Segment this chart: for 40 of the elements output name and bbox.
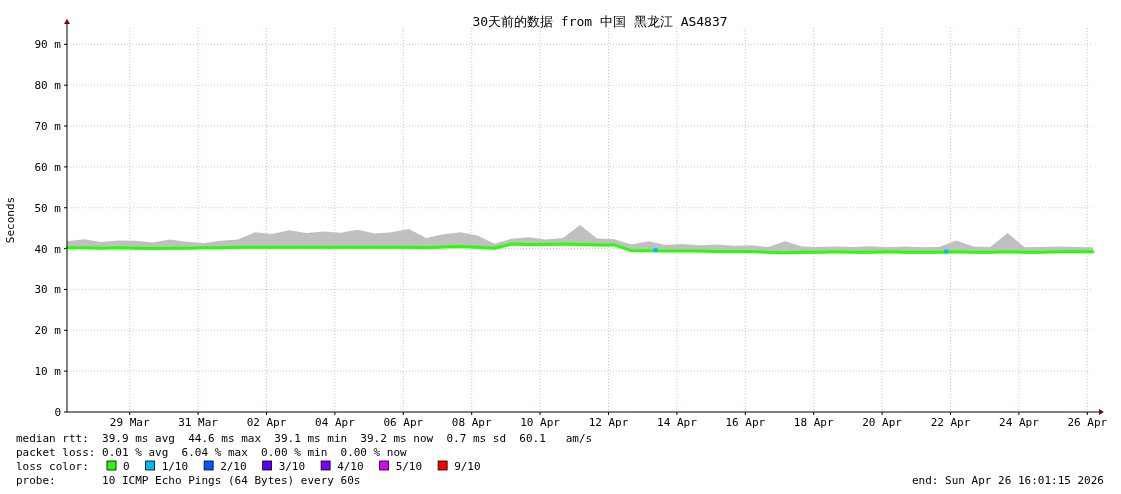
- text: packet loss: 0.01 % avg 6.04 % max 0.00 % min 0.00 % now: [16, 446, 408, 459]
- legend-label: 3/10: [278, 460, 306, 473]
- x-tick-label: 08 Apr: [451, 416, 492, 429]
- x-tick-label: 18 Apr: [793, 416, 834, 429]
- x-tick-label: 24 Apr: [999, 416, 1040, 429]
- y-tick-label: 60 m: [34, 160, 62, 174]
- y-tick-label: 0: [54, 406, 61, 419]
- legend-label: 4/10: [337, 460, 364, 473]
- x-tick-label: 06 Apr: [383, 416, 424, 429]
- x-tick-label: 04 Apr: [315, 416, 356, 429]
- y-tick-label: 70 m: [34, 120, 62, 134]
- y-axis-title: Seconds: [4, 196, 17, 244]
- y-tick-label: 50 m: [34, 201, 62, 215]
- text: probe: 10 ICMP Echo Pings (64 Bytes) every 60s: [16, 474, 361, 487]
- x-tick-label: 31 Mar: [178, 416, 219, 429]
- y-tick-label: 90 m: [34, 38, 62, 52]
- y-tick-label: 20 m: [34, 324, 62, 338]
- x-tick-label: 12 Apr: [588, 416, 629, 429]
- x-tick-label: 29 Mar: [109, 416, 150, 429]
- y-tick-label: 40 m: [34, 242, 62, 256]
- x-tick-label: 26 Apr: [1067, 416, 1108, 429]
- legend-label: 0: [123, 460, 130, 473]
- chart-title: 30天前的数据 from 中国 黑龙江 AS4837: [472, 14, 728, 29]
- x-tick-label: 22 Apr: [930, 416, 971, 429]
- legend-label: 5/10: [395, 460, 423, 473]
- legend-label: 1/10: [161, 460, 189, 473]
- x-tick-label: 20 Apr: [862, 416, 903, 429]
- legend-title: loss color:: [16, 460, 89, 473]
- x-tick-label: 02 Apr: [246, 416, 287, 429]
- y-tick-label: 10 m: [34, 365, 62, 379]
- y-tick-label: 80 m: [34, 79, 62, 93]
- y-tick-label: 30 m: [34, 283, 62, 297]
- x-tick-label: 16 Apr: [725, 416, 766, 429]
- legend-label: 9/10: [454, 460, 481, 473]
- line-series: [65, 242, 1095, 255]
- text: median rtt: 39.9 ms avg 44.6 ms max 39.1 ms min 39.2 ms now 0.7 ms sd 60.1 am/s: [16, 432, 593, 445]
- x-tick-label: 10 Apr: [520, 416, 561, 429]
- text: end: Sun Apr 26 16:01:15 2026: [911, 474, 1104, 487]
- legend-label: 2/10: [220, 460, 247, 473]
- x-tick-label: 14 Apr: [657, 416, 698, 429]
